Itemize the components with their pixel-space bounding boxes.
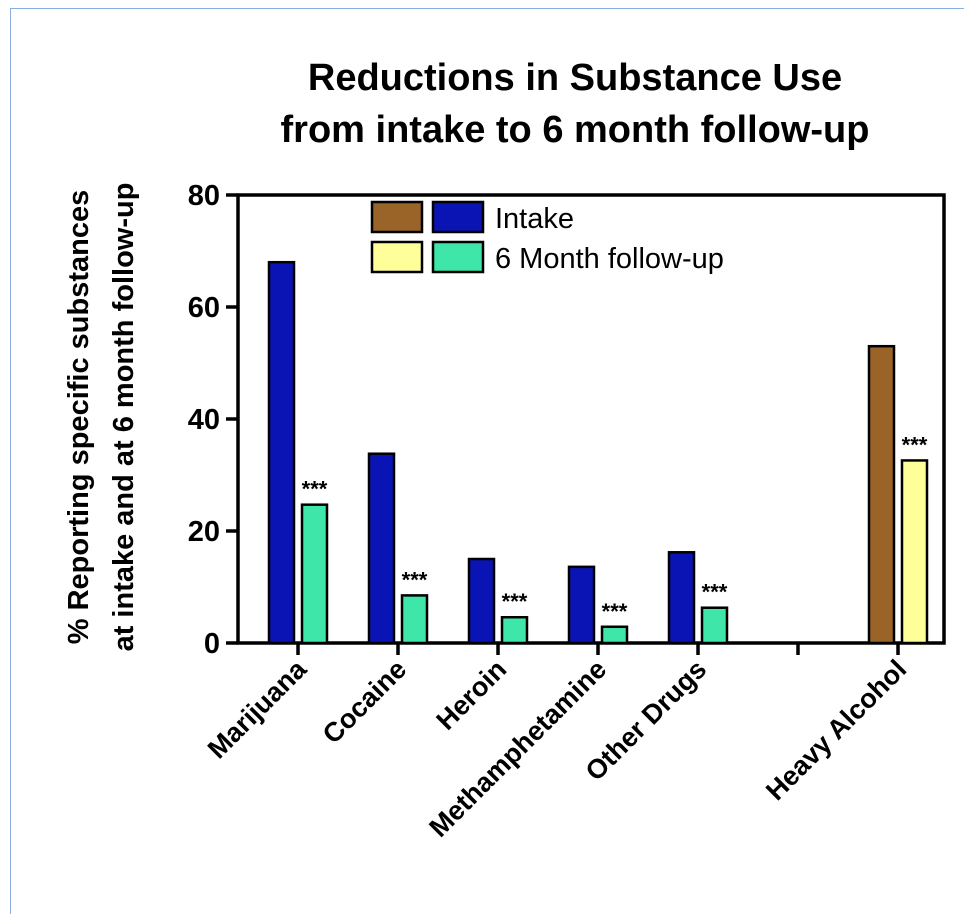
bar-followup-5 [900,459,929,645]
legend-swatch-intake-drugs [431,200,485,234]
x-tick-label-3: Methamphetamine [423,654,612,843]
x-tick-label-5: Heavy Alcohol [760,654,912,806]
x-tick-label-0: Marijuana [202,653,313,764]
bar-followup-0 [300,503,329,645]
bar-followup-3 [600,625,629,645]
bar-intake-3 [567,565,596,645]
legend-swatch-followup-alcohol [370,240,424,274]
significance-label-1: *** [402,567,428,592]
legend-label-followup: 6 Month follow-up [495,243,724,275]
legend-swatch-followup-drugs [431,240,485,274]
y-tick-label-1: 20 [188,516,220,548]
chart-title-line-2: from intake to 6 month follow-up [281,109,870,151]
figure-frame [10,8,964,914]
significance-label-5: *** [902,432,928,457]
chart-title-line-1: Reductions in Substance Use [308,57,842,99]
legend-label-intake: Intake [495,203,574,235]
bar-followup-1 [400,594,429,645]
legend-swatch-intake-alcohol [370,200,424,234]
bar-followup-4 [700,606,729,645]
significance-label-4: *** [702,580,728,605]
x-tick-label-2: Heroin [431,654,513,736]
significance-label-2: *** [502,589,528,614]
plot-area: 0 20 40 60 80 *** Marijuana *** Cocaine *** Heroin… [188,180,946,843]
bar-intake-4 [667,551,696,645]
y-axis-label-line-1: % Reporting specific substances [63,190,95,644]
significance-label-0: *** [302,477,328,502]
y-tick-label-3: 60 [188,292,220,324]
y-tick-label-4: 80 [188,180,220,212]
legend: Intake 6 Month follow-up [370,200,724,275]
x-tick-label-1: Cocaine [317,654,412,749]
bar-intake-1 [367,452,396,645]
bar-intake-2 [467,557,496,645]
y-tick-label-0: 0 [204,628,220,660]
bar-intake-5 [867,344,896,645]
y-tick-label-2: 40 [188,404,220,436]
bar-followup-2 [500,615,529,645]
significance-label-3: *** [602,599,628,624]
y-axis-label-line-2: at intake and at 6 month follow-up [108,183,140,652]
bar-intake-0 [267,260,296,645]
